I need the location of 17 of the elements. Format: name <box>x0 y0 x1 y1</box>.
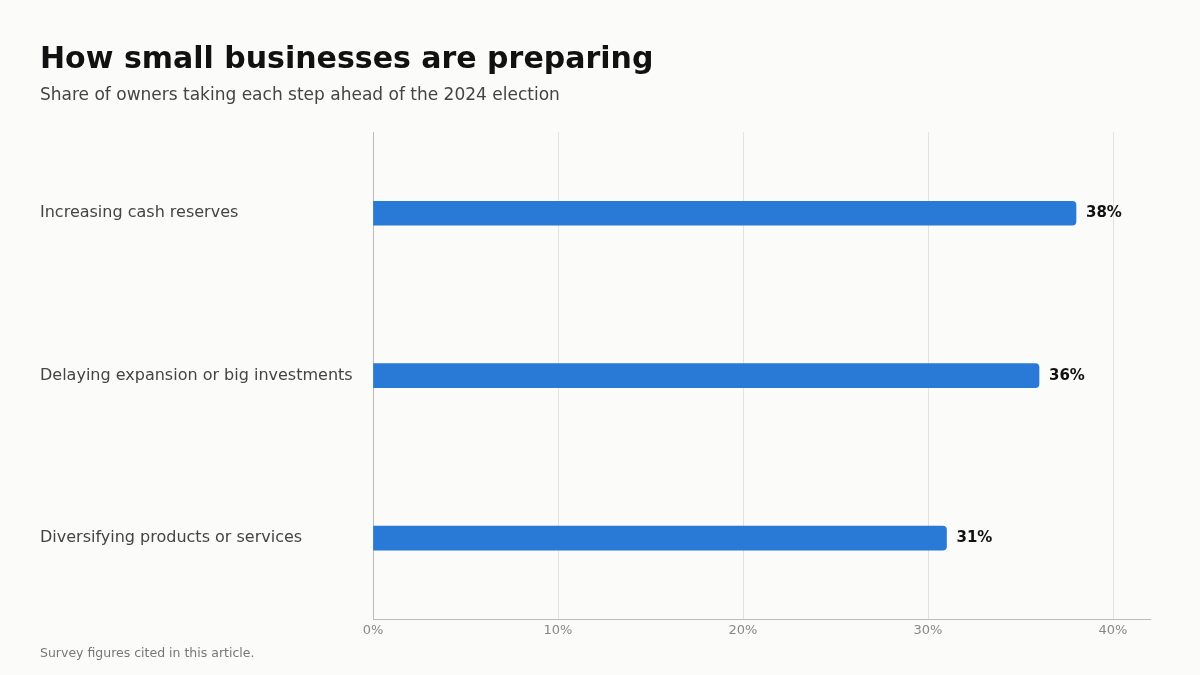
data-label: 38% <box>1086 203 1122 222</box>
bar <box>373 525 947 551</box>
x-tick-label: 30% <box>913 621 943 637</box>
x-tick-label: 20% <box>728 621 758 637</box>
x-tick-label: 40% <box>1098 621 1128 637</box>
text: Survey figures cited in this article. <box>40 645 255 660</box>
bar <box>373 363 1040 389</box>
chart-subtitle: Share of owners taking each step ahead of the 2024 election <box>40 84 560 104</box>
y-tick-label: Increasing cash reserves <box>40 202 239 222</box>
y-tick-label: Diversifying products or services <box>40 527 303 547</box>
y-tick-label: Delaying expansion or big investments <box>40 364 353 384</box>
bar <box>373 200 1077 226</box>
data-label: 36% <box>1049 365 1085 384</box>
x-tick-label: 10% <box>543 621 573 637</box>
data-label: 31% <box>956 528 993 547</box>
chart-title: How small businesses are preparing <box>40 40 654 75</box>
x-tick-label: 0% <box>362 621 384 637</box>
